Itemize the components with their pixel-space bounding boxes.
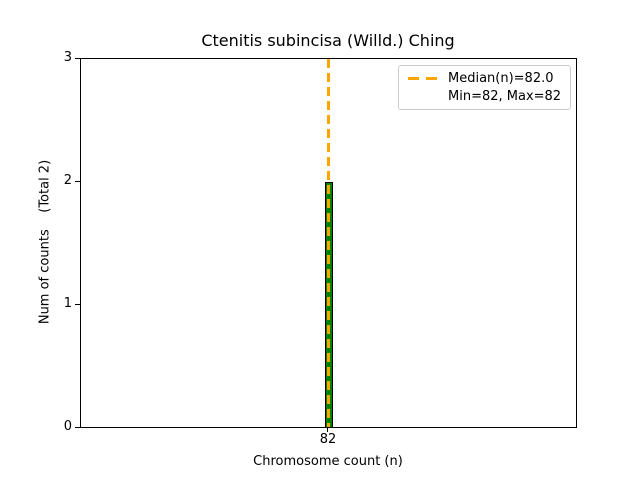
y-tick-mark [75,58,80,59]
y-tick-label-1: 1 [63,296,72,311]
plot-area [80,58,577,428]
y-tick-label-2: 2 [63,173,72,188]
median-dashed-line-sample [408,77,439,81]
y-tick-label-3: 3 [63,50,72,65]
chart-title: Ctenitis subincisa (Willd.) Ching [201,31,455,50]
y-axis-label: Num of counts (Total 2) [37,159,53,325]
legend: Median(n)=82.0 Min=82, Max=82 [398,65,571,110]
legend-label-median: Median(n)=82.0 [448,71,554,87]
y-tick-label-0: 0 [63,419,72,434]
y-tick-mark [75,304,80,305]
x-tick-mark [327,428,328,432]
legend-empty-sample [408,95,439,98]
legend-item-minmax: Min=82, Max=82 [408,88,562,106]
x-tick-label-82: 82 [319,432,337,447]
x-axis-label: Chromosome count (n) [253,454,403,469]
median-line [327,59,330,427]
legend-label-minmax: Min=82, Max=82 [448,88,562,104]
legend-item-median: Median(n)=82.0 [408,70,562,88]
y-tick-mark [75,427,80,428]
y-tick-mark [75,181,80,182]
